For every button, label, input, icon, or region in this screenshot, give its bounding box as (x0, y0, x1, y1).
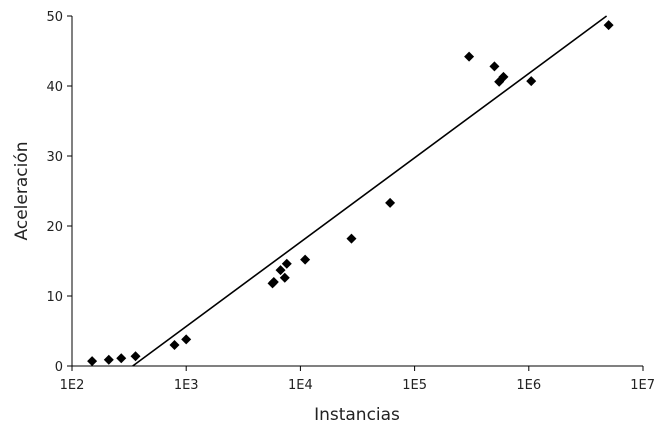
y-tick-label: 50 (46, 10, 63, 25)
data-point (275, 265, 286, 276)
y-axis-ticks: 0 10 20 30 40 50 (46, 10, 72, 375)
trend-line (132, 15, 608, 367)
data-point (268, 277, 279, 287)
x-tick-label: 1E4 (288, 378, 313, 393)
x-tick-label: 1E2 (60, 378, 85, 393)
data-point (498, 71, 509, 82)
data-point (489, 61, 500, 72)
data-point (346, 233, 357, 244)
data-point (279, 272, 290, 283)
data-point (169, 340, 180, 350)
x-axis-title: Instancias (314, 405, 400, 425)
x-tick-label: 1E3 (174, 378, 199, 393)
y-axis-title: Aceleración (12, 142, 32, 241)
x-tick-label: 1E6 (516, 378, 541, 393)
y-tick-label: 0 (55, 360, 63, 375)
data-point (103, 354, 114, 365)
y-tick-label: 40 (46, 80, 63, 95)
x-tick-label: 1E5 (402, 378, 427, 393)
plot-area: 0 10 20 30 40 50 1E2 1E3 1E4 1E5 1E6 1E7 (46, 10, 655, 393)
y-tick-label: 20 (46, 220, 63, 235)
data-point (385, 197, 396, 208)
data-point (300, 254, 311, 265)
data-point (526, 76, 537, 87)
x-tick-label: 1E7 (630, 378, 655, 393)
data-point (464, 51, 475, 62)
data-point (116, 353, 127, 364)
data-point (181, 334, 192, 345)
data-points (87, 20, 614, 367)
data-point (281, 258, 292, 269)
data-point (130, 351, 141, 362)
y-tick-label: 30 (46, 150, 63, 165)
y-tick-label: 10 (46, 290, 63, 305)
data-point (87, 356, 98, 367)
x-axis-ticks: 1E2 1E3 1E4 1E5 1E6 1E7 (60, 366, 655, 393)
data-point (603, 20, 614, 31)
